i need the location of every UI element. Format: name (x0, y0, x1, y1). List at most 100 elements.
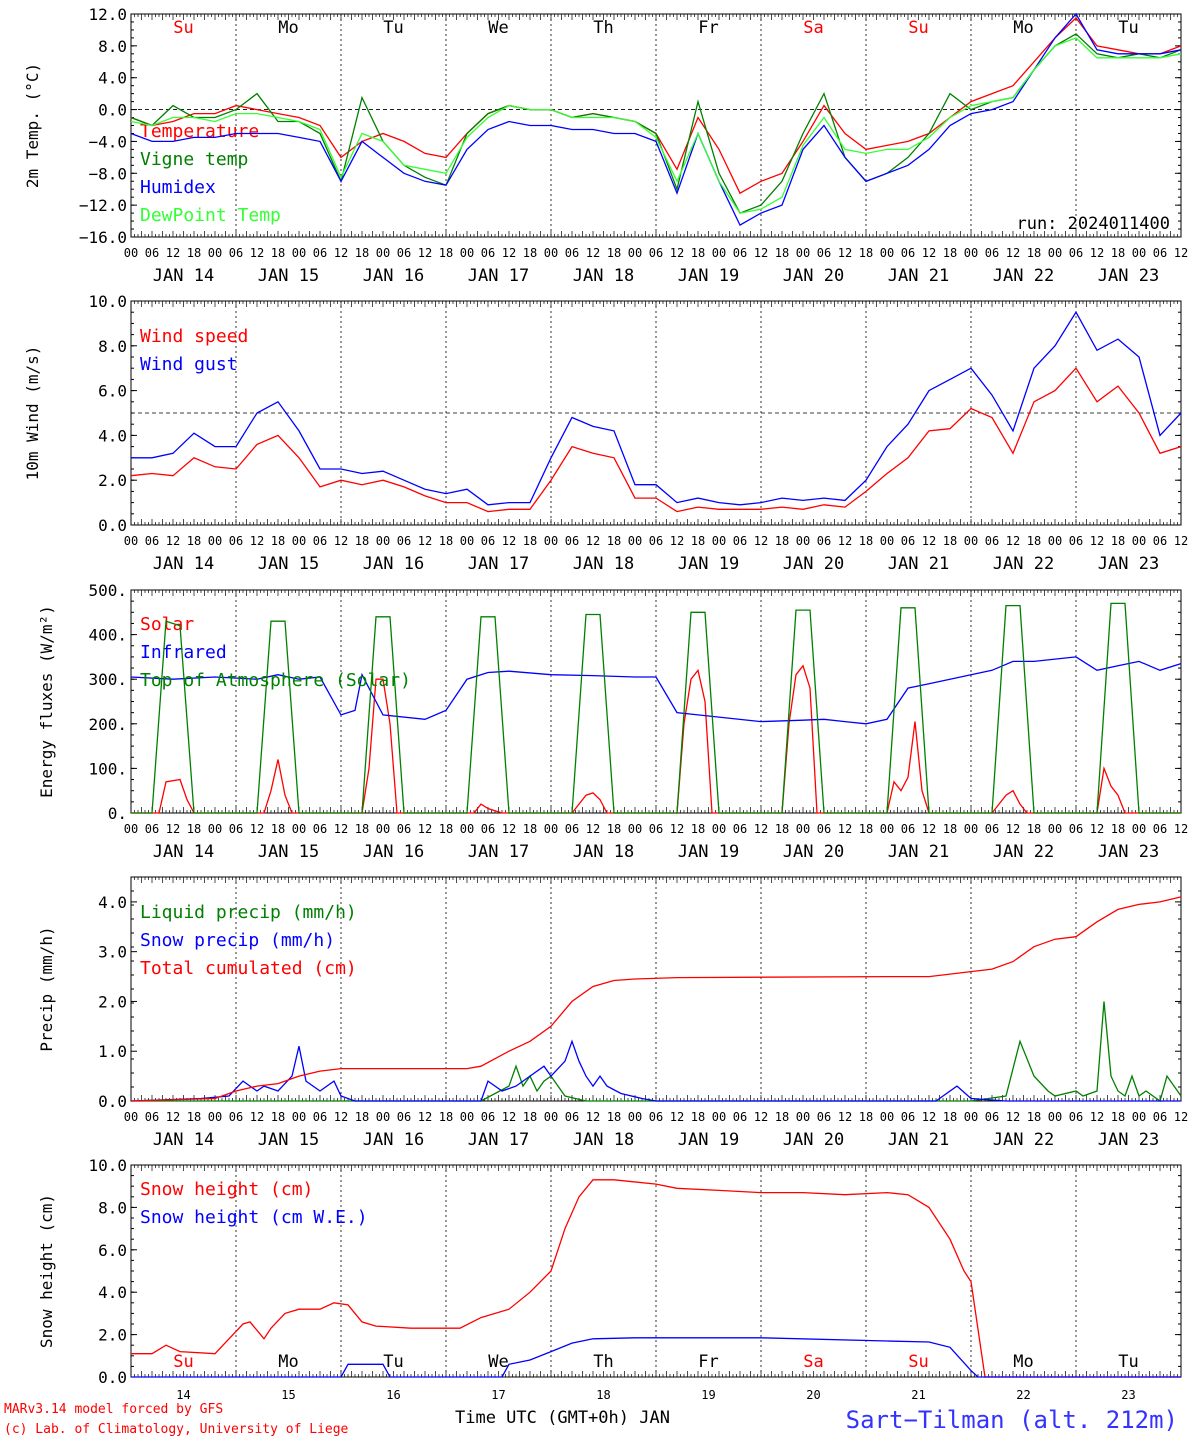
hour-label: 18 (439, 1110, 453, 1124)
day-label: JAN 23 (1098, 1130, 1159, 1150)
y-tick-label: 400. (88, 626, 127, 645)
hour-label: 06 (733, 534, 747, 548)
legend-entry: Wind speed (140, 326, 248, 347)
hour-label: 18 (691, 246, 705, 260)
y-tick-label: 200. (88, 715, 127, 734)
hour-label: 18 (187, 1110, 201, 1124)
hour-label: 12 (502, 246, 516, 260)
hour-label: 06 (985, 822, 999, 836)
hour-label: 00 (460, 1110, 474, 1124)
hour-label: 06 (229, 1110, 243, 1124)
day-number: 18 (596, 1388, 610, 1402)
hour-label: 12 (586, 1110, 600, 1124)
hour-label: 06 (481, 246, 495, 260)
hour-label: 18 (439, 246, 453, 260)
hour-label: 12 (922, 246, 936, 260)
y-tick-label: 0.0 (98, 1368, 127, 1387)
hour-label: 18 (607, 534, 621, 548)
hour-label: 18 (775, 534, 789, 548)
hour-label: 00 (628, 534, 642, 548)
hour-label: 06 (313, 534, 327, 548)
legend-entry: Infrared (140, 642, 227, 663)
hour-label: 12 (166, 534, 180, 548)
hour-label: 00 (712, 534, 726, 548)
hour-label: 06 (313, 822, 327, 836)
legend-entry: Top of Atmosphere (Solar) (140, 670, 411, 691)
hour-label: 06 (733, 1110, 747, 1124)
hour-label: 12 (922, 534, 936, 548)
day-label: JAN 20 (783, 554, 844, 574)
hour-label: 12 (1174, 246, 1188, 260)
hour-label: 12 (250, 246, 264, 260)
hour-label: 18 (271, 534, 285, 548)
weekday-label: Th (593, 1352, 613, 1372)
hour-label: 00 (880, 534, 894, 548)
hour-label: 18 (607, 1110, 621, 1124)
credit-line-2: (c) Lab. of Climatology, University of L… (4, 1422, 349, 1437)
hour-label: 06 (145, 822, 159, 836)
hour-label: 12 (1006, 822, 1020, 836)
y-axis-label: 2m Temp. (°C) (23, 63, 42, 188)
y-tick-label: 0.0 (98, 1092, 127, 1111)
day-label: JAN 17 (468, 554, 529, 574)
hour-label: 18 (355, 1110, 369, 1124)
hour-label: 00 (1132, 534, 1146, 548)
hour-label: 12 (334, 246, 348, 260)
hour-label: 18 (943, 1110, 957, 1124)
hour-label: 18 (859, 246, 873, 260)
hour-label: 06 (649, 246, 663, 260)
run-annotation: run: 2024011400 (1016, 214, 1170, 234)
hour-label: 06 (901, 534, 915, 548)
hour-label: 06 (985, 246, 999, 260)
y-tick-label: 1.0 (98, 1042, 127, 1061)
y-tick-label: 4.0 (98, 426, 127, 445)
day-number: 22 (1016, 1388, 1030, 1402)
hour-label: 00 (628, 1110, 642, 1124)
hour-label: 18 (523, 534, 537, 548)
day-label: JAN 23 (1098, 842, 1159, 862)
day-label: JAN 19 (678, 842, 739, 862)
hour-label: 18 (187, 822, 201, 836)
day-label: JAN 15 (258, 1130, 319, 1150)
series-line-3 (130, 896, 1182, 1102)
day-label: JAN 15 (258, 266, 319, 286)
day-label: JAN 14 (153, 266, 214, 286)
hour-label: 00 (544, 822, 558, 836)
hour-label: 00 (544, 1110, 558, 1124)
y-tick-label: −4.0 (88, 132, 127, 151)
hour-label: 00 (1048, 1110, 1062, 1124)
hour-label: 06 (733, 822, 747, 836)
hour-label: 06 (649, 1110, 663, 1124)
series-line-3 (130, 12, 1182, 227)
hour-label: 18 (355, 822, 369, 836)
hour-label: 12 (1006, 246, 1020, 260)
y-tick-label: 4.0 (98, 893, 127, 912)
day-label: JAN 14 (153, 554, 214, 574)
day-label: JAN 19 (678, 554, 739, 574)
hour-label: 00 (376, 822, 390, 836)
hour-label: 18 (691, 534, 705, 548)
hour-label: 12 (754, 822, 768, 836)
hour-label: 12 (418, 822, 432, 836)
hour-label: 12 (1090, 534, 1104, 548)
y-tick-label: 8.0 (98, 1198, 127, 1217)
weekday-label: Sa (803, 18, 823, 38)
y-tick-label: 0.0 (98, 101, 127, 120)
hour-label: 12 (670, 822, 684, 836)
hour-label: 00 (796, 822, 810, 836)
hour-label: 06 (565, 822, 579, 836)
y-tick-label: 6.0 (98, 1241, 127, 1260)
hour-label: 12 (250, 822, 264, 836)
legend-entry: Liquid precip (mm/h) (140, 902, 357, 923)
legend-entry: Humidex (140, 177, 216, 198)
chart-panels: 12.0 8.0 4.0 0.0 −4.0 −8.0 −12.0 −16.0 2m Temp. … (23, 5, 1188, 1402)
hour-label: 12 (166, 822, 180, 836)
hour-label: 00 (208, 1110, 222, 1124)
hour-label: 12 (1090, 822, 1104, 836)
hour-label: 12 (754, 1110, 768, 1124)
y-tick-label: −12.0 (79, 196, 127, 215)
hour-label: 12 (586, 534, 600, 548)
day-label: JAN 20 (783, 1130, 844, 1150)
hour-label: 12 (1006, 534, 1020, 548)
hour-label: 12 (502, 1110, 516, 1124)
